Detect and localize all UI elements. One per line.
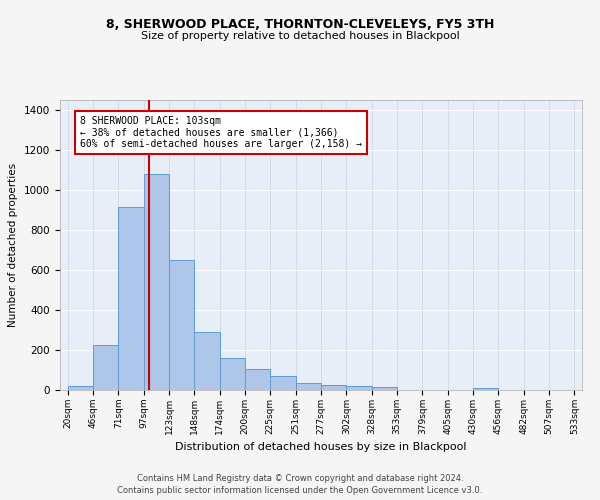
Bar xyxy=(473,388,499,390)
Text: Contains HM Land Registry data © Crown copyright and database right 2024.: Contains HM Land Registry data © Crown c… xyxy=(137,474,463,483)
Text: Contains public sector information licensed under the Open Government Licence v3: Contains public sector information licen… xyxy=(118,486,482,495)
Bar xyxy=(245,369,271,390)
Bar xyxy=(118,207,143,390)
Bar xyxy=(346,386,371,390)
Bar xyxy=(143,174,169,390)
Bar xyxy=(169,260,194,390)
Bar xyxy=(371,387,397,390)
Bar xyxy=(93,345,118,390)
Bar xyxy=(68,386,93,390)
Bar xyxy=(271,376,296,390)
Text: 8 SHERWOOD PLACE: 103sqm
← 38% of detached houses are smaller (1,366)
60% of sem: 8 SHERWOOD PLACE: 103sqm ← 38% of detach… xyxy=(80,116,362,149)
Y-axis label: Number of detached properties: Number of detached properties xyxy=(8,163,19,327)
Bar xyxy=(321,385,346,390)
Text: Size of property relative to detached houses in Blackpool: Size of property relative to detached ho… xyxy=(140,31,460,41)
Text: 8, SHERWOOD PLACE, THORNTON-CLEVELEYS, FY5 3TH: 8, SHERWOOD PLACE, THORNTON-CLEVELEYS, F… xyxy=(106,18,494,30)
Bar xyxy=(194,332,220,390)
Bar xyxy=(296,383,321,390)
Bar xyxy=(220,358,245,390)
Text: Distribution of detached houses by size in Blackpool: Distribution of detached houses by size … xyxy=(175,442,467,452)
